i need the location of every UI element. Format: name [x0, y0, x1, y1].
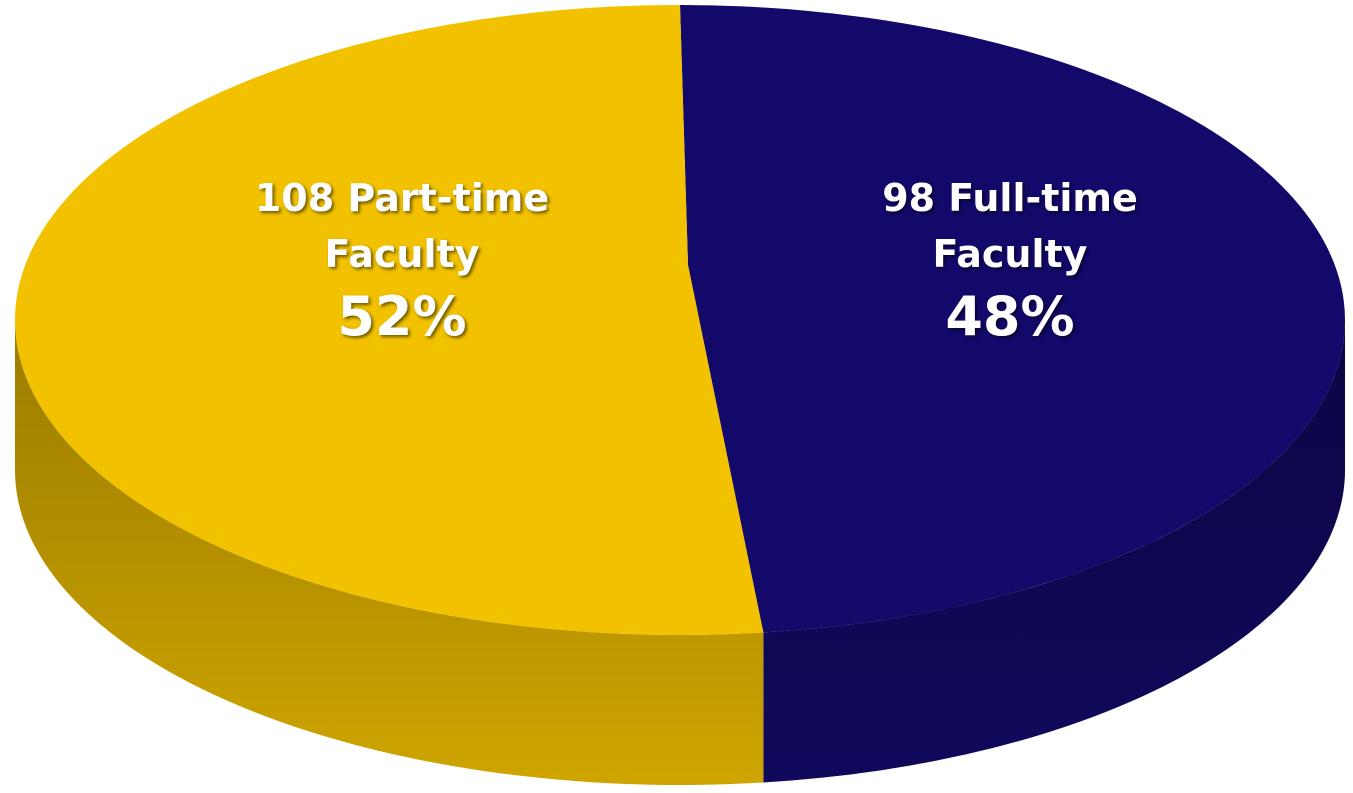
- side-shade: [15, 320, 764, 786]
- category-label: 98 Full-time Faculty: [882, 176, 1138, 276]
- slice: [15, 5, 764, 635]
- side-shade: [763, 320, 1345, 783]
- value-label: 48%: [945, 285, 1075, 348]
- slice-label: 98 Full-time Faculty 48%: [830, 170, 1190, 352]
- slice-label: 108 Part-time Faculty 52%: [222, 170, 582, 352]
- slice: [680, 5, 1345, 633]
- value-label: 52%: [337, 285, 467, 348]
- category-label: 108 Part-time Faculty: [254, 176, 550, 276]
